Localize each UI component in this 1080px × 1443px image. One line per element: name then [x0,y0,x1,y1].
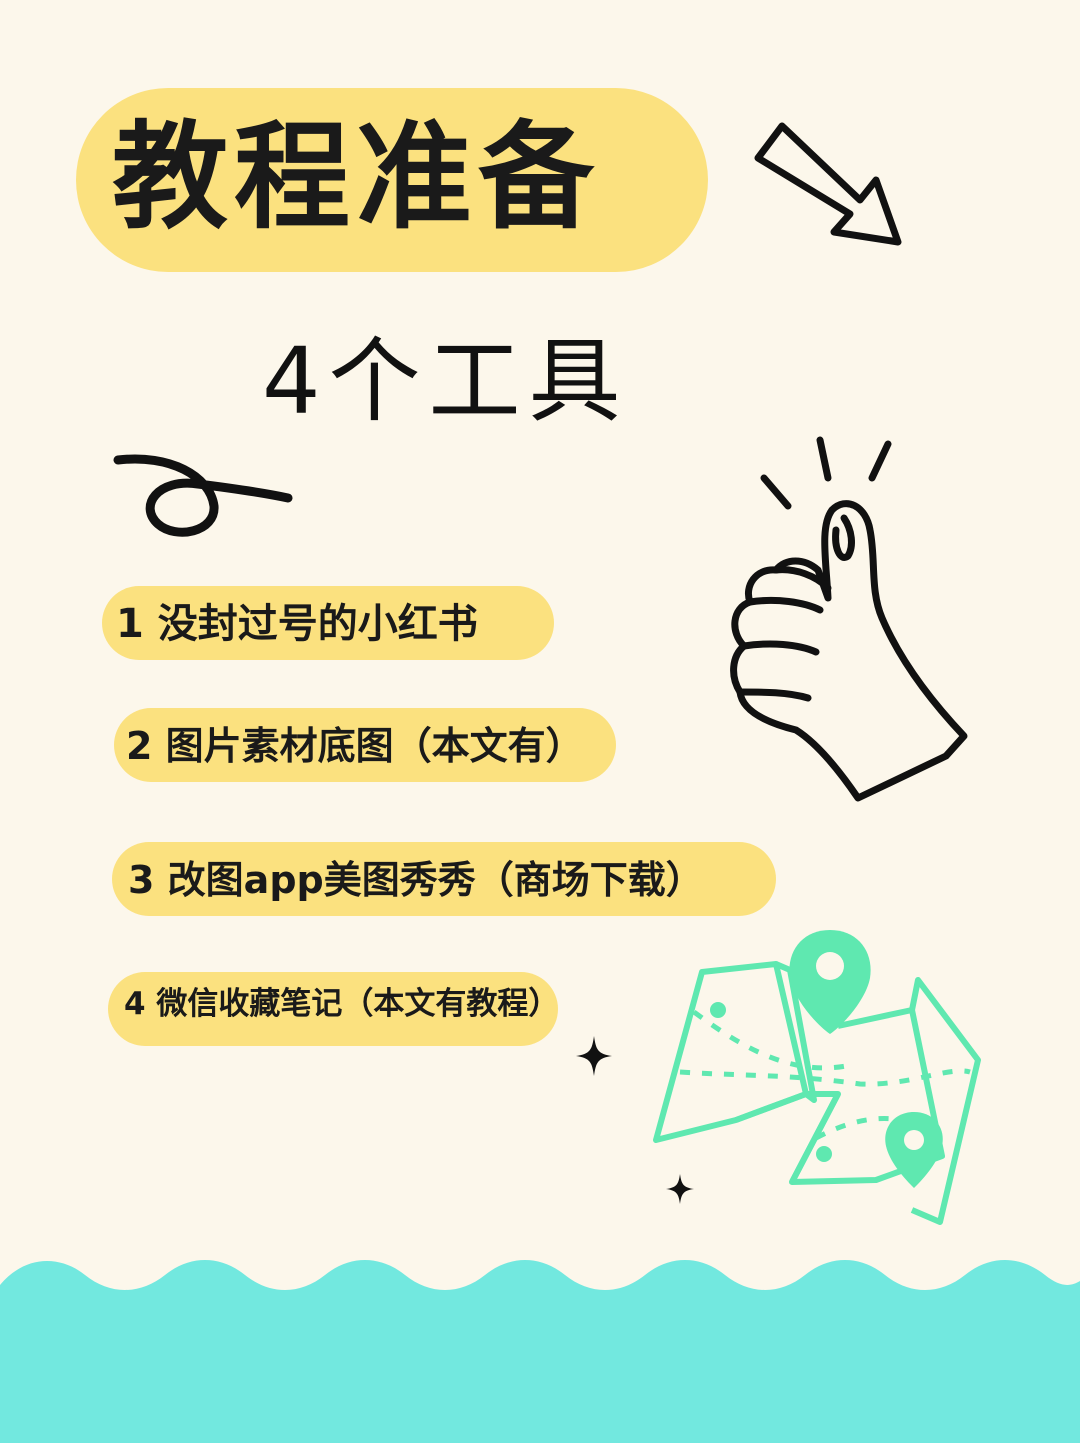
list-item: 3 改图app美图秀秀（商场下载） [128,858,704,902]
sparkle-icon [576,1036,612,1076]
list-item-highlight [108,972,558,1046]
list-item: 1 没封过号的小红书 [116,601,478,647]
list-item-highlight [102,586,554,660]
title-highlight [76,88,708,272]
thumbs-up-icon [730,436,968,802]
map-icon [653,930,981,1225]
subtitle: 4个工具 [262,328,629,435]
page-title: 教程准备 [112,110,600,245]
list-item: 2 图片素材底图（本文有） [126,724,584,768]
waves-footer [0,1260,1080,1443]
sparkle-icon [666,1174,694,1204]
list-item: 4 微信收藏笔记（本文有教程） [124,986,560,1022]
arrow-icon [754,122,902,246]
swirl-icon [113,454,293,537]
list-item-highlight [114,708,616,782]
list-item-highlight [112,842,776,916]
